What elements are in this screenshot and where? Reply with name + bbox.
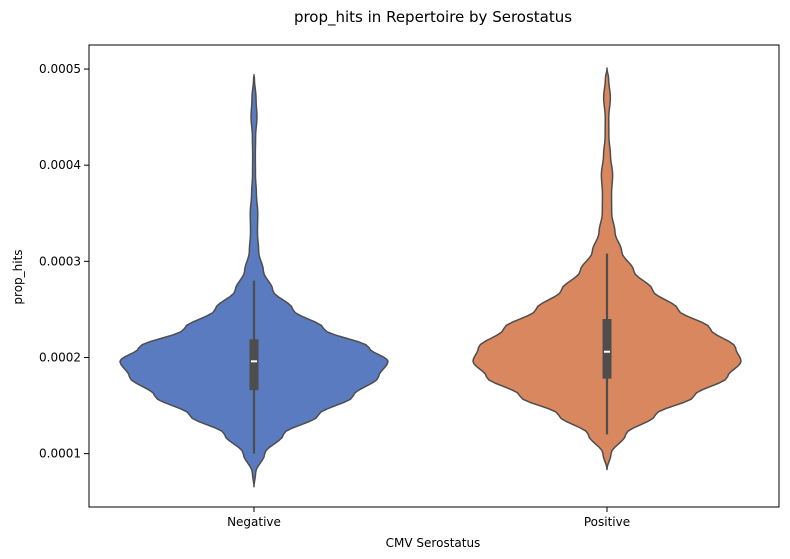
iqr-box-negative [249,339,259,391]
y-tick-label: 0.0001 [39,447,81,461]
chart-title: prop_hits in Repertoire by Serostatus [294,8,572,27]
y-tick-label: 0.0005 [39,62,81,76]
x-tick-label: Negative [227,515,281,529]
iqr-box-positive [602,319,612,379]
x-axis-label: CMV Serostatus [386,536,481,550]
y-axis-label: prop_hits [11,249,25,304]
axes-frame [88,44,780,508]
y-tick-label: 0.0002 [39,350,81,364]
plot-area: 0.0001 0.0002 0.0003 0.0004 0.0005 Negative Po… [39,44,780,529]
x-tick-label: Positive [584,515,630,529]
y-tick-label: 0.0003 [39,254,81,268]
y-tick-label: 0.0004 [39,158,81,172]
